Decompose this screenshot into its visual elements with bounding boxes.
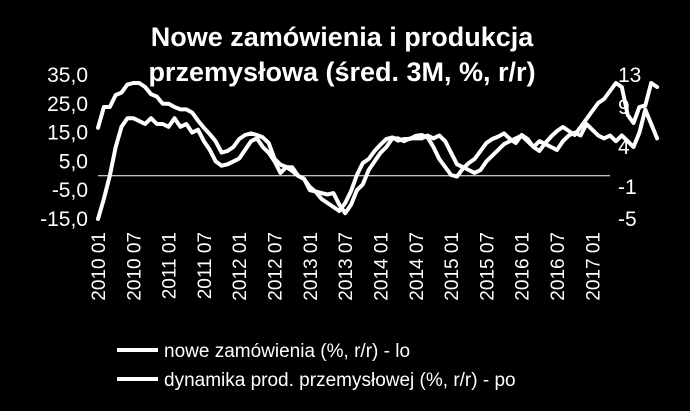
x-tick-label: 2014 01 bbox=[372, 232, 393, 301]
x-tick-label: 2013 07 bbox=[336, 232, 357, 301]
y-right-tick-label: -5 bbox=[618, 208, 637, 231]
y-right-tick-label: 13 bbox=[618, 64, 641, 87]
chart-title-line-2: przemysłowa (śred. 3M, %, r/r) bbox=[148, 57, 535, 87]
x-axis: 2010 01 2010 07 2011 01 2011 07 2012 01 2012 … bbox=[89, 232, 604, 301]
x-tick-label: 2015 07 bbox=[477, 232, 498, 301]
x-tick-label: 2012 07 bbox=[266, 232, 287, 301]
legend-label-industrial-production: dynamika prod. przemysłowej (%, r/r) - p… bbox=[164, 370, 516, 391]
y-left-tick-label: -15,0 bbox=[40, 208, 88, 231]
x-tick-label: 2016 07 bbox=[548, 232, 569, 301]
x-tick-label: 2015 01 bbox=[442, 232, 463, 301]
x-tick-label: 2014 07 bbox=[407, 232, 428, 301]
series-line-new-orders bbox=[96, 107, 660, 221]
series-layer bbox=[96, 81, 660, 221]
x-tick-label: 2011 01 bbox=[160, 232, 181, 299]
legend-label-new-orders: nowe zamówienia (%, r/r) - lo bbox=[164, 341, 410, 362]
y-left-tick-label: -5,0 bbox=[52, 179, 88, 202]
y-left-tick-label: 5,0 bbox=[59, 150, 88, 173]
y-right-tick-label: -1 bbox=[618, 176, 637, 199]
x-tick-label: 2013 01 bbox=[301, 232, 322, 301]
x-tick-label: 2012 01 bbox=[230, 232, 251, 301]
legend: nowe zamówienia (%, r/r) - lo dynamika p… bbox=[117, 341, 516, 391]
x-tick-label: 2010 01 bbox=[89, 232, 110, 301]
x-tick-label: 2017 01 bbox=[583, 232, 604, 301]
chart-title-line-1: Nowe zamówienia i produkcja bbox=[151, 22, 535, 52]
series-line-industrial-production bbox=[96, 81, 660, 213]
x-tick-label: 2010 07 bbox=[124, 232, 145, 301]
y-axis-left: 35,0 25,0 15,0 5,0 -5,0 -15,0 bbox=[40, 64, 88, 231]
y-left-tick-label: 15,0 bbox=[47, 122, 88, 145]
y-left-tick-label: 25,0 bbox=[47, 93, 88, 116]
y-right-tick-label: 9 bbox=[618, 96, 630, 119]
x-tick-label: 2016 01 bbox=[513, 232, 534, 301]
y-left-tick-label: 35,0 bbox=[47, 64, 88, 87]
x-tick-label: 2011 07 bbox=[195, 232, 216, 299]
